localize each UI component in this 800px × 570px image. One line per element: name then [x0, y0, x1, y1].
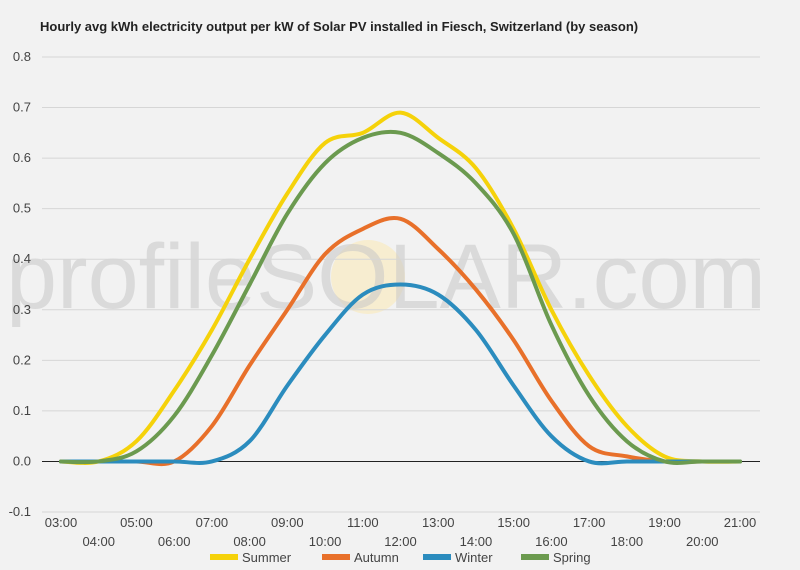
legend-label-spring: Spring	[553, 550, 591, 565]
legend: Summer Autumn Winter Spring	[210, 550, 591, 565]
legend-swatch-summer	[210, 554, 238, 560]
legend-label-winter: Winter	[455, 550, 493, 565]
x-tick-label: 20:00	[686, 534, 719, 549]
x-tick-label: 03:00	[45, 515, 78, 530]
series-line-summer	[59, 110, 742, 465]
watermark-logo: profileSOLAR.com	[6, 230, 766, 328]
x-tick-label: 07:00	[196, 515, 229, 530]
x-tick-label: 16:00	[535, 534, 568, 549]
x-tick-label: 13:00	[422, 515, 455, 530]
y-tick-label: 0.5	[13, 201, 31, 216]
legend-label-summer: Summer	[242, 550, 292, 565]
x-tick-label: 21:00	[724, 515, 757, 530]
y-tick-label: -0.1	[9, 504, 31, 519]
x-tick-label: 15:00	[497, 515, 530, 530]
x-tick-label: 06:00	[158, 534, 191, 549]
x-tick-label: 19:00	[648, 515, 681, 530]
y-axis-ticks: -0.1 0.0 0.1 0.2 0.3 0.4 0.5 0.6 0.7 0.8	[9, 49, 31, 519]
x-tick-label: 14:00	[460, 534, 493, 549]
legend-swatch-winter	[423, 554, 451, 560]
x-tick-label: 09:00	[271, 515, 304, 530]
x-tick-label: 10:00	[309, 534, 342, 549]
y-tick-label: 0.7	[13, 100, 31, 115]
y-tick-label: 0.6	[13, 150, 31, 165]
series-line-winter	[59, 282, 742, 466]
x-tick-label: 04:00	[82, 534, 115, 549]
series-line-spring	[59, 129, 742, 465]
legend-swatch-autumn	[322, 554, 350, 560]
legend-label-autumn: Autumn	[354, 550, 399, 565]
y-tick-label: 0.4	[13, 251, 31, 266]
x-tick-label: 08:00	[233, 534, 266, 549]
x-axis-ticks: 03:00 04:00 05:00 06:00 07:00 08:00 09:00 10:00…	[45, 515, 757, 549]
x-tick-label: 12:00	[384, 534, 417, 549]
svg-text:profileSOLAR.com: profileSOLAR.com	[6, 230, 766, 328]
x-tick-label: 11:00	[347, 515, 379, 530]
y-tick-label: 0.1	[13, 403, 31, 418]
legend-swatch-spring	[521, 554, 549, 560]
y-tick-label: 0.2	[13, 352, 31, 367]
y-tick-label: 0.3	[13, 302, 31, 317]
series-lines	[59, 110, 742, 467]
chart-title: Hourly avg kWh electricity output per kW…	[40, 19, 639, 34]
x-tick-label: 18:00	[611, 534, 644, 549]
x-tick-label: 17:00	[573, 515, 606, 530]
y-tick-label: 0.0	[13, 453, 31, 468]
y-tick-label: 0.8	[13, 49, 31, 64]
x-tick-label: 05:00	[120, 515, 153, 530]
